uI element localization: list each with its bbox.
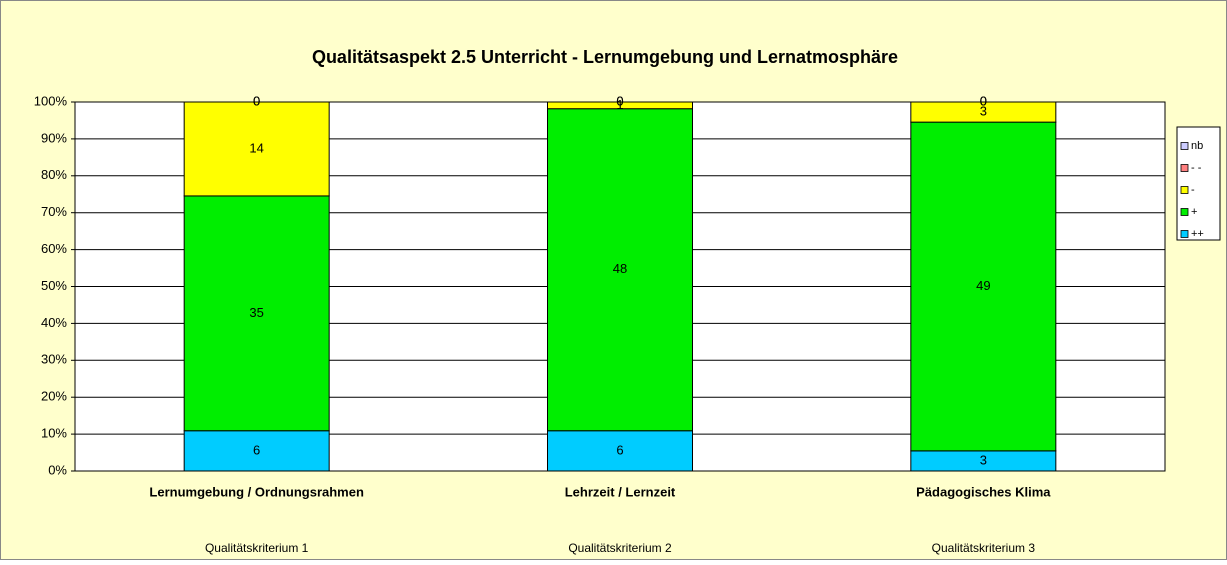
y-tick-label: 100% — [34, 93, 68, 108]
x-subcategory-label: Qualitätskriterium 3 — [932, 541, 1036, 555]
bar-segment — [183, 195, 330, 432]
data-label: 0 — [980, 93, 987, 108]
data-label: 0 — [616, 93, 623, 108]
bar-segment — [183, 101, 330, 197]
legend-swatch — [1180, 186, 1189, 194]
legend-label: + — [1191, 206, 1197, 218]
legend-label: - — [1191, 184, 1195, 196]
data-label: 0 — [253, 93, 260, 108]
data-label: 49 — [976, 278, 990, 293]
y-tick-label: 40% — [41, 315, 67, 330]
chart-title: Qualitätsaspekt 2.5 Unterricht - Lernumg… — [312, 47, 898, 67]
bar-segment — [547, 101, 693, 110]
data-label: 0 — [253, 93, 260, 108]
x-subcategory-label: Qualitätskriterium 2 — [568, 541, 672, 555]
x-tick-label: Pädagogisches Klima — [916, 484, 1051, 499]
data-label: 0 — [980, 93, 987, 108]
data-label: 3 — [980, 452, 987, 467]
bar-segment — [910, 121, 1057, 452]
data-label: 6 — [616, 442, 623, 457]
bar-segment — [547, 108, 693, 432]
x-tick-label: Lehrzeit / Lernzeit — [565, 484, 676, 499]
legend-swatch — [1180, 230, 1189, 238]
y-tick-label: 80% — [41, 167, 67, 182]
y-tick-label: 60% — [41, 241, 67, 256]
bar-segment — [910, 101, 1057, 123]
data-label: 3 — [980, 104, 987, 119]
data-label: 35 — [249, 305, 263, 320]
y-tick-label: 10% — [41, 426, 67, 441]
data-label: 0 — [616, 93, 623, 108]
bar-segment — [547, 430, 693, 472]
legend-label: - - — [1191, 162, 1202, 174]
x-tick-label: Lernumgebung / Ordnungsrahmen — [149, 484, 364, 499]
y-tick-label: 30% — [41, 352, 67, 367]
data-label: 48 — [613, 261, 627, 276]
data-label: 6 — [253, 442, 260, 457]
y-tick-label: 70% — [41, 204, 67, 219]
data-label: 1 — [616, 97, 623, 112]
y-tick-label: 0% — [48, 462, 67, 477]
legend-swatch — [1180, 142, 1189, 150]
data-label: 14 — [249, 140, 263, 155]
y-tick-label: 50% — [41, 278, 67, 293]
y-tick-label: 20% — [41, 389, 67, 404]
legend-label: ++ — [1191, 228, 1204, 240]
legend-label: nb — [1191, 140, 1203, 152]
legend-swatch — [1180, 164, 1189, 172]
x-subcategory-label: Qualitätskriterium 1 — [205, 541, 309, 555]
legend-swatch — [1180, 208, 1189, 216]
y-tick-label: 90% — [41, 130, 67, 145]
